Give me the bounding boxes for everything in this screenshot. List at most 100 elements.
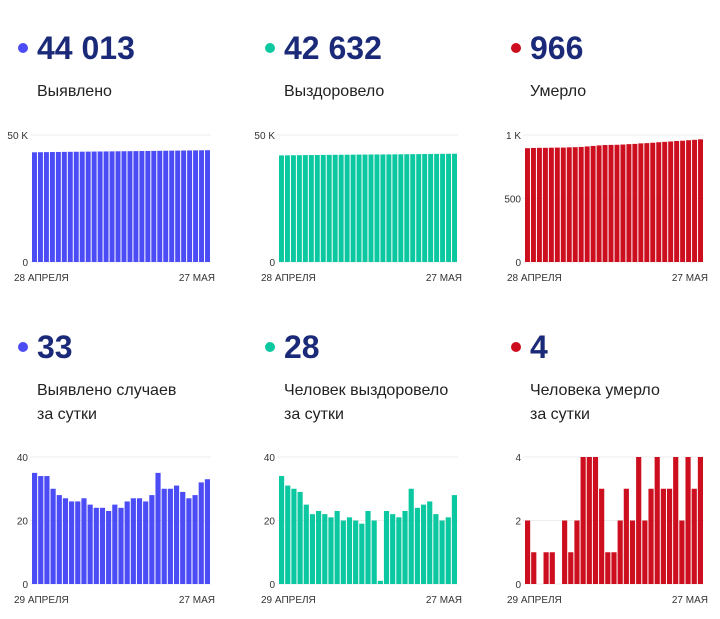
bar [314, 154, 320, 262]
y-tick-label: 0 [269, 580, 275, 591]
bar [350, 154, 356, 262]
bar [554, 147, 560, 262]
bar [297, 491, 303, 584]
bar [578, 146, 584, 262]
bar [67, 151, 73, 262]
stat-label: Выявлено случаев [37, 382, 177, 399]
bar [175, 150, 181, 262]
stat-label: Выздоровело [284, 83, 385, 100]
bar [668, 141, 674, 262]
bar [37, 152, 43, 262]
bar [167, 488, 173, 584]
x-start-label: 28 АПРЕЛЯ [261, 273, 316, 284]
bar [326, 154, 332, 262]
bar [302, 155, 308, 262]
bar [284, 155, 290, 262]
bar [322, 514, 328, 584]
stat-label: Человек выздоровело [284, 382, 449, 399]
bar [392, 154, 398, 262]
bar [592, 457, 599, 584]
stat-card: 28 Человек выздоровело за сутки 0 20 40 29 АП… [257, 299, 497, 616]
bar [99, 507, 106, 584]
x-end-label: 27 МАЯ [426, 273, 462, 284]
x-start-label: 29 АПРЕЛЯ [261, 595, 316, 606]
bar [548, 147, 554, 262]
bar [334, 510, 340, 584]
bar [55, 151, 61, 262]
y-tick-label: 20 [264, 517, 276, 528]
bar [445, 517, 451, 584]
bar [308, 155, 314, 262]
bar [632, 143, 638, 262]
bar [180, 491, 186, 584]
bar [332, 154, 338, 262]
bar [446, 153, 452, 262]
bar [422, 154, 428, 262]
bar [359, 523, 365, 584]
bar [356, 154, 362, 262]
bar [536, 147, 542, 262]
bar [531, 552, 537, 584]
bar [87, 504, 93, 584]
stat-label-line2: за сутки [37, 406, 97, 423]
stat-card: 966 Умерло 0 500 1 K 28 АПРЕЛЯ 27 МАЯ [503, 0, 720, 317]
bar [648, 488, 654, 584]
x-end-label: 27 МАЯ [672, 273, 708, 284]
bar [390, 514, 396, 584]
bar [187, 150, 193, 262]
bar [629, 520, 636, 584]
bar [590, 145, 596, 262]
y-tick-label: 50 K [7, 131, 28, 142]
bar-chart: 0 2 4 29 АПРЕЛЯ 27 МАЯ [507, 453, 708, 606]
stat-card: 44 013 Выявлено 0 50 K 28 АПРЕЛЯ 27 МАЯ [7, 0, 250, 317]
y-tick-label: 0 [22, 580, 28, 591]
bar [560, 147, 566, 262]
bar [103, 151, 109, 262]
bar [396, 517, 402, 584]
bar [584, 146, 590, 262]
bar [404, 154, 410, 262]
bar [542, 147, 548, 262]
bar [163, 150, 169, 262]
y-tick-label: 20 [17, 517, 29, 528]
bar [374, 154, 380, 262]
bar [428, 153, 434, 262]
bar [145, 150, 151, 262]
bar [346, 517, 353, 584]
bar [452, 153, 457, 262]
bar [93, 507, 99, 584]
bar [49, 152, 55, 262]
bar [680, 140, 686, 262]
bar [340, 520, 346, 584]
bar [121, 151, 127, 262]
bar [143, 501, 149, 584]
x-end-label: 27 МАЯ [672, 595, 708, 606]
stat-label: Человека умерло [530, 382, 660, 399]
stat-label: Выявлено [37, 83, 112, 100]
bar [686, 140, 692, 262]
bar [433, 514, 439, 584]
bar [124, 501, 130, 584]
bar [656, 142, 662, 262]
bar [642, 520, 648, 584]
y-tick-label: 2 [515, 517, 521, 528]
bar [562, 520, 568, 584]
bar [353, 520, 359, 584]
bar [127, 151, 133, 262]
bar [316, 510, 322, 584]
bar [328, 517, 334, 584]
legend-dot [265, 342, 275, 352]
x-start-label: 29 АПРЕЛЯ [507, 595, 562, 606]
bar [291, 488, 297, 584]
bar [192, 495, 198, 584]
stat-value: 28 [284, 329, 320, 365]
y-tick-label: 500 [504, 195, 521, 206]
bar [181, 150, 187, 262]
bar [434, 153, 440, 262]
bar [139, 151, 145, 262]
bar [599, 488, 605, 584]
bar [383, 510, 390, 584]
bar [386, 154, 392, 262]
bar [133, 151, 139, 262]
bar [79, 151, 85, 262]
